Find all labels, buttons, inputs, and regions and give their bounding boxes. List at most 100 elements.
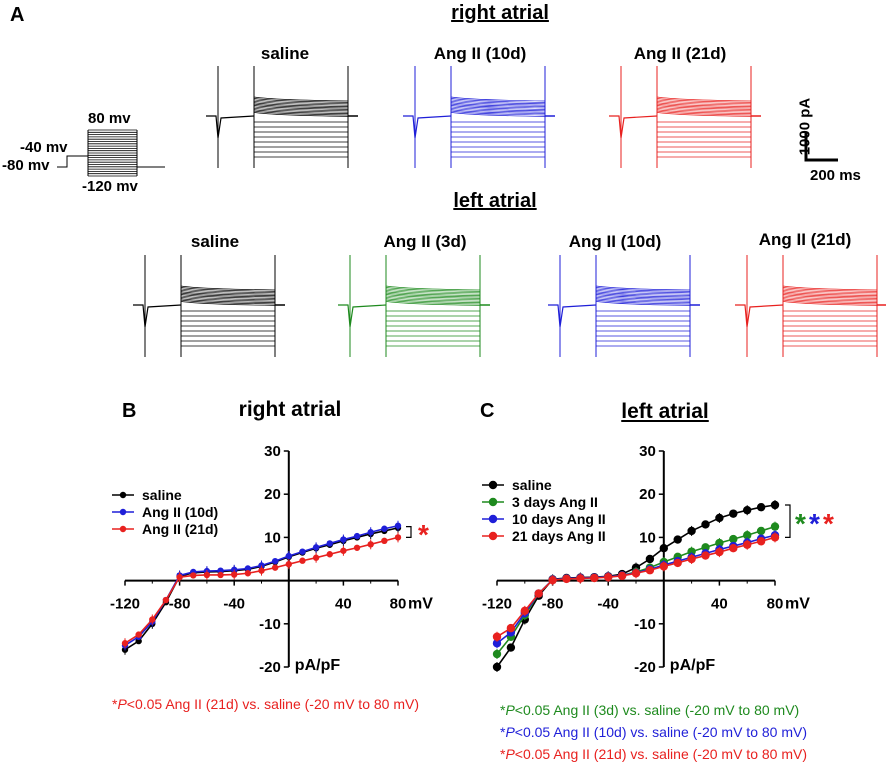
trace-sweep xyxy=(180,301,276,306)
trace-sweep xyxy=(782,287,878,292)
chart-c-note-3: *P<0.05 Ang II (21d) vs. saline (-20 mV … xyxy=(500,746,807,762)
trace-sweep xyxy=(656,112,752,117)
chart-b-note-p: P xyxy=(117,696,127,712)
protocol-label-minus40: -40 mv xyxy=(20,139,68,156)
data-point xyxy=(673,558,682,568)
data-point xyxy=(353,544,361,551)
data-point xyxy=(715,513,724,523)
trace-sweep xyxy=(450,103,546,109)
data-point xyxy=(381,525,388,532)
trace-sweep xyxy=(385,295,481,301)
trace-sweep xyxy=(782,285,878,291)
trace-sweep xyxy=(595,291,691,296)
trace-sweep xyxy=(450,105,546,110)
data-point xyxy=(729,544,738,553)
trace-sweep xyxy=(595,285,691,291)
data-point xyxy=(729,509,738,518)
trace-sweep xyxy=(180,287,276,292)
legend-label: Ang II (21d) xyxy=(142,521,218,537)
left-trace-title-21d: Ang II (21d) xyxy=(758,230,852,249)
trace-sweep xyxy=(253,110,349,116)
data-point xyxy=(492,649,502,659)
trace-sweep xyxy=(782,292,878,298)
legend-marker xyxy=(119,508,127,516)
data-point xyxy=(258,562,265,569)
trace-sweep xyxy=(656,107,752,113)
trace-sweep xyxy=(385,301,481,306)
data-point xyxy=(548,575,557,585)
chart-c-note-2-p: P xyxy=(505,724,515,740)
chart-c-note-1: *P<0.05 Ang II (3d) vs. saline (-20 mV t… xyxy=(500,702,799,718)
legend-label: saline xyxy=(512,477,552,493)
y-tick-label: 10 xyxy=(264,529,281,546)
trace-sweep xyxy=(385,299,481,305)
trace-sweep xyxy=(656,106,752,112)
trace-sweep xyxy=(595,296,691,302)
trace-sweep xyxy=(253,102,349,107)
data-point xyxy=(770,533,780,542)
data-point xyxy=(149,616,156,623)
legend-label: Ang II (10d) xyxy=(142,504,218,520)
trace-sweep xyxy=(595,288,691,294)
panel-b-letter: B xyxy=(122,400,137,422)
significance-star: * xyxy=(809,508,820,539)
left-trace-title-saline: saline xyxy=(190,232,240,251)
trace-sweep xyxy=(385,288,481,294)
data-point xyxy=(271,557,279,565)
y-tick-label: 30 xyxy=(639,443,656,460)
significance-bracket xyxy=(785,504,791,538)
data-point xyxy=(743,505,752,515)
legend-marker xyxy=(488,514,498,524)
data-point xyxy=(645,554,655,564)
trace-sweep xyxy=(180,288,276,294)
x-axis-label: mV xyxy=(408,596,433,613)
chart-c-title: left atrial xyxy=(621,400,709,423)
data-point xyxy=(701,543,710,552)
data-point xyxy=(770,500,780,510)
left-trace-title-3d: Ang II (3d) xyxy=(383,232,467,251)
trace-sweep xyxy=(782,299,878,305)
data-point xyxy=(258,567,265,574)
trace-sweep xyxy=(595,289,691,295)
legend-label: 3 days Ang II xyxy=(512,494,598,510)
legend-label: 10 days Ang II xyxy=(512,511,606,527)
y-tick-label: 10 xyxy=(639,529,656,546)
data-point xyxy=(176,573,183,581)
trace-sweep xyxy=(180,285,276,291)
x-tick-label: -40 xyxy=(597,596,619,613)
x-tick-label: -80 xyxy=(169,596,191,613)
trace-right-21d xyxy=(609,66,761,168)
trace-left-21d xyxy=(735,255,886,357)
data-point xyxy=(135,631,142,638)
data-point xyxy=(743,531,752,540)
right-trace-title-21d: Ang II (21d) xyxy=(633,44,727,63)
trace-sweep xyxy=(450,102,546,107)
trace-sweep xyxy=(782,298,878,303)
trace-sweep xyxy=(253,99,349,105)
trace-sweep xyxy=(385,296,481,302)
data-point xyxy=(659,544,668,553)
significance-star: * xyxy=(418,519,429,550)
data-point xyxy=(340,547,347,554)
trace-right-saline xyxy=(206,66,358,168)
data-point xyxy=(299,557,306,564)
trace-sweep xyxy=(385,287,481,292)
x-tick-label: 40 xyxy=(711,596,728,613)
data-point xyxy=(743,540,752,549)
data-point xyxy=(231,571,238,578)
significance-bracket xyxy=(406,526,412,538)
trace-sweep xyxy=(180,295,276,301)
data-point xyxy=(353,532,361,540)
data-point xyxy=(715,538,724,548)
y-tick-label: -10 xyxy=(634,616,656,633)
chart-c-note-2: *P<0.05 Ang II (10d) vs. saline (-20 mV … xyxy=(500,724,807,740)
data-point xyxy=(244,570,252,577)
data-point xyxy=(756,502,766,512)
trace-sweep xyxy=(595,292,691,298)
trace-sweep xyxy=(253,98,349,103)
left-atrial-title: left atrial xyxy=(453,190,537,212)
x-tick-label: -120 xyxy=(110,596,140,613)
protocol-label-minus120: -120 mv xyxy=(82,178,138,195)
series-21-days-ang-ii xyxy=(492,532,780,642)
